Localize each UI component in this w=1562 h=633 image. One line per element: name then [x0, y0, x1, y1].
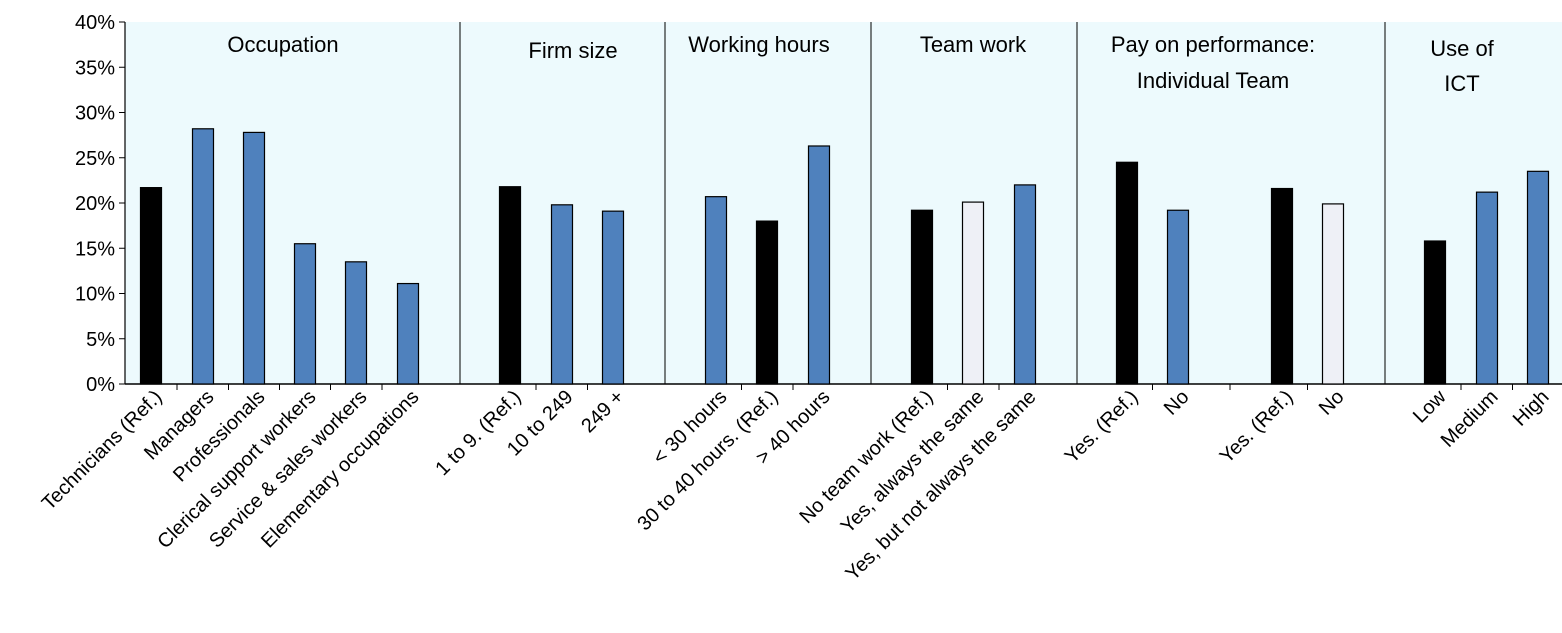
bar [601, 210, 625, 385]
x-tick-label: Low [1409, 386, 1451, 428]
bar [139, 187, 163, 385]
x-tick-label: 249 + [577, 386, 628, 437]
y-tick-label: 5% [86, 329, 115, 351]
x-tick-label: 1 to 9. (Ref.) [431, 386, 525, 480]
bar [191, 128, 215, 385]
x-tick-label: Yes. (Ref.) [1216, 386, 1298, 468]
bar [807, 145, 831, 385]
bar [498, 186, 522, 385]
bar [1526, 170, 1550, 385]
y-tick-label: 10% [75, 284, 115, 306]
y-tick-label: 30% [75, 103, 115, 125]
bar [910, 209, 934, 385]
x-tick-label: No [1160, 386, 1194, 420]
bar [1166, 209, 1190, 385]
bar [396, 282, 420, 385]
bar [344, 261, 368, 385]
bar [1423, 240, 1447, 385]
bar [1013, 184, 1037, 385]
x-tick-label: High [1509, 386, 1554, 431]
y-tick-label: 15% [75, 238, 115, 260]
bar [755, 220, 779, 385]
bar [293, 243, 317, 385]
panel-backgrounds [125, 22, 1562, 384]
group-title: Individual Team [1137, 68, 1289, 93]
bar [242, 131, 266, 385]
y-tick-label: 35% [75, 57, 115, 79]
group-title: Working hours [688, 32, 829, 57]
y-tick-label: 40% [75, 12, 115, 34]
group-title: ICT [1444, 71, 1479, 96]
bar [1115, 161, 1139, 385]
x-tick-label: Yes, but not always the same [842, 386, 1041, 585]
y-tick-label: 25% [75, 148, 115, 170]
group-title: Pay on performance: [1111, 32, 1315, 57]
x-tick-label: No [1315, 386, 1349, 420]
bar [550, 204, 574, 385]
bar [961, 201, 985, 385]
bar [704, 196, 728, 385]
x-tick-label: Medium [1437, 386, 1503, 452]
bar [1270, 187, 1294, 385]
y-tick-label: 0% [86, 374, 115, 396]
category-labels: Technicians (Ref.)ManagersProfessionalsC… [38, 386, 1554, 585]
group-title: Occupation [227, 32, 338, 57]
bar [1475, 191, 1499, 385]
y-tick-label: 20% [75, 193, 115, 215]
group-titles: Occupation Firm size Working hours Team wor… [227, 32, 1494, 96]
group-title: Use of [1430, 36, 1494, 61]
plot-background [125, 22, 1562, 384]
group-title: Team work [920, 32, 1027, 57]
y-axis: 0% 5% 10% 15% 20% 25% 30% 35% 40% [75, 12, 1562, 396]
bar [1321, 203, 1345, 385]
bars [139, 128, 1550, 385]
x-tick-label: Yes. (Ref.) [1061, 386, 1143, 468]
group-title: Firm size [528, 38, 617, 63]
